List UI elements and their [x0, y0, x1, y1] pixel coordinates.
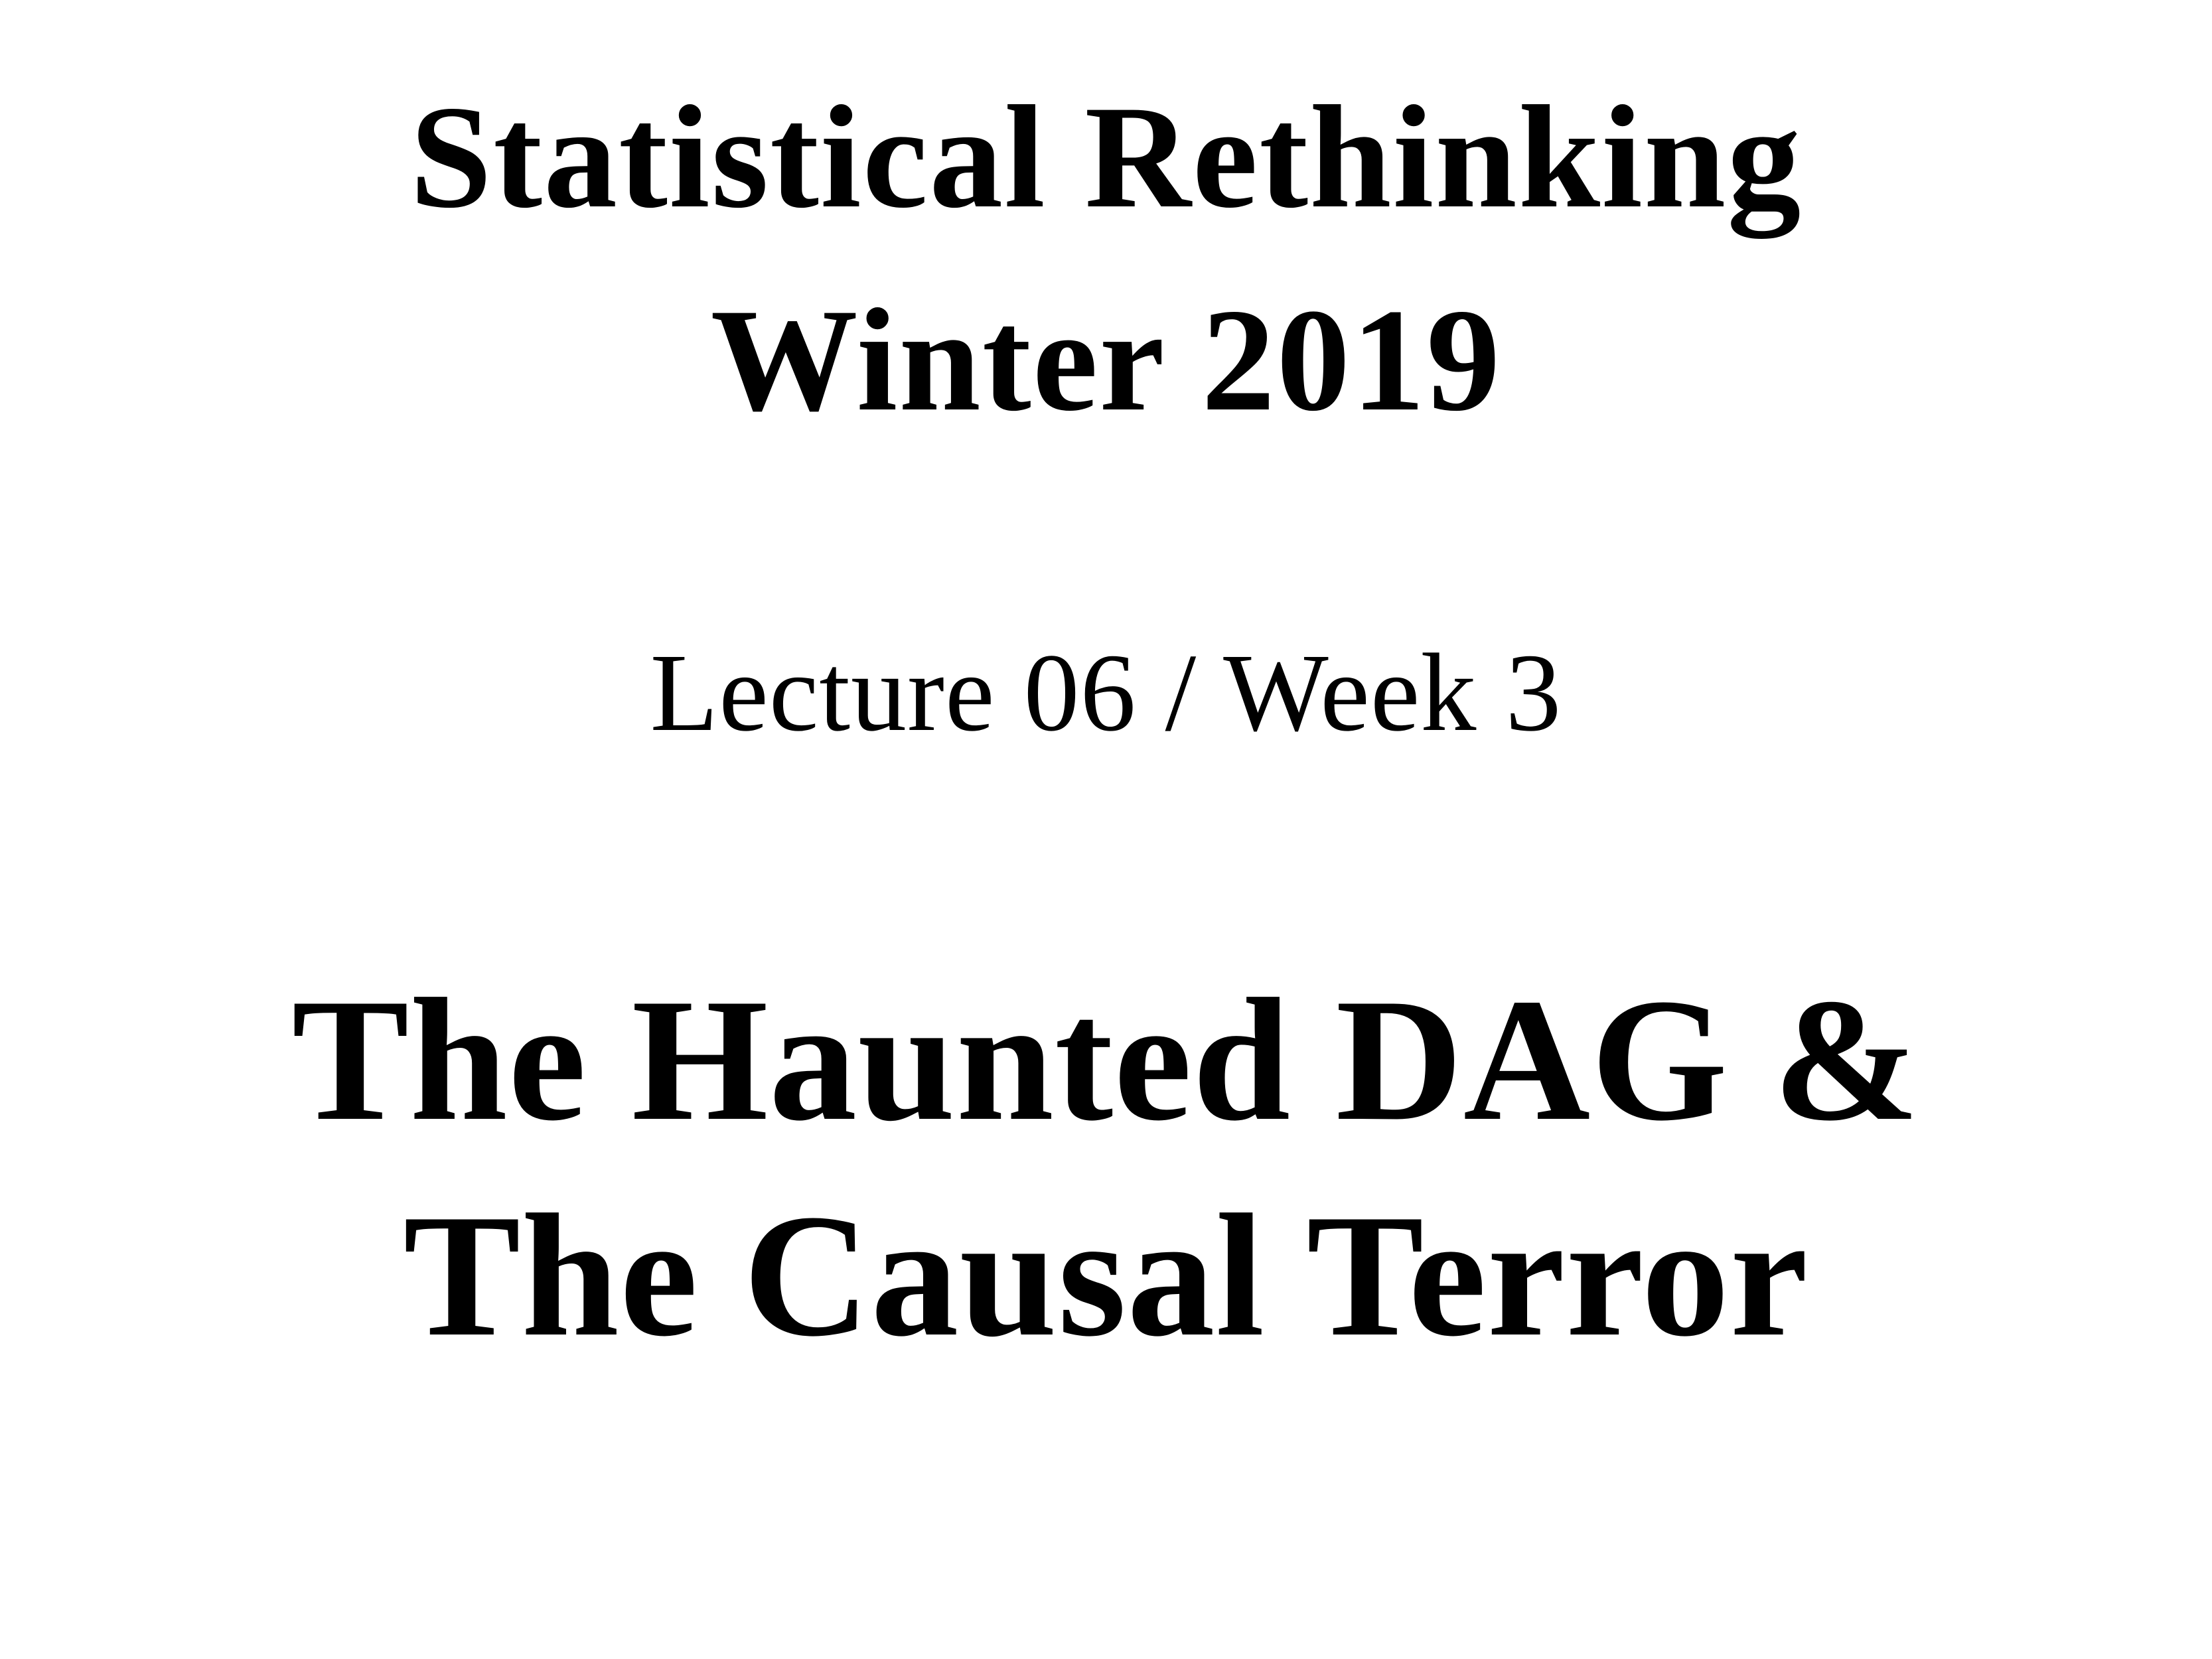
lecture-title-line-1: The Haunted DAG & — [291, 963, 1921, 1157]
lecture-week-subtitle: Lecture 06 / Week 3 — [650, 631, 1562, 755]
course-title-line-1: Statistical Rethinking — [409, 76, 1803, 239]
course-term: Winter 2019 — [710, 279, 1502, 442]
lecture-title-line-2: The Causal Terror — [403, 1179, 1809, 1373]
